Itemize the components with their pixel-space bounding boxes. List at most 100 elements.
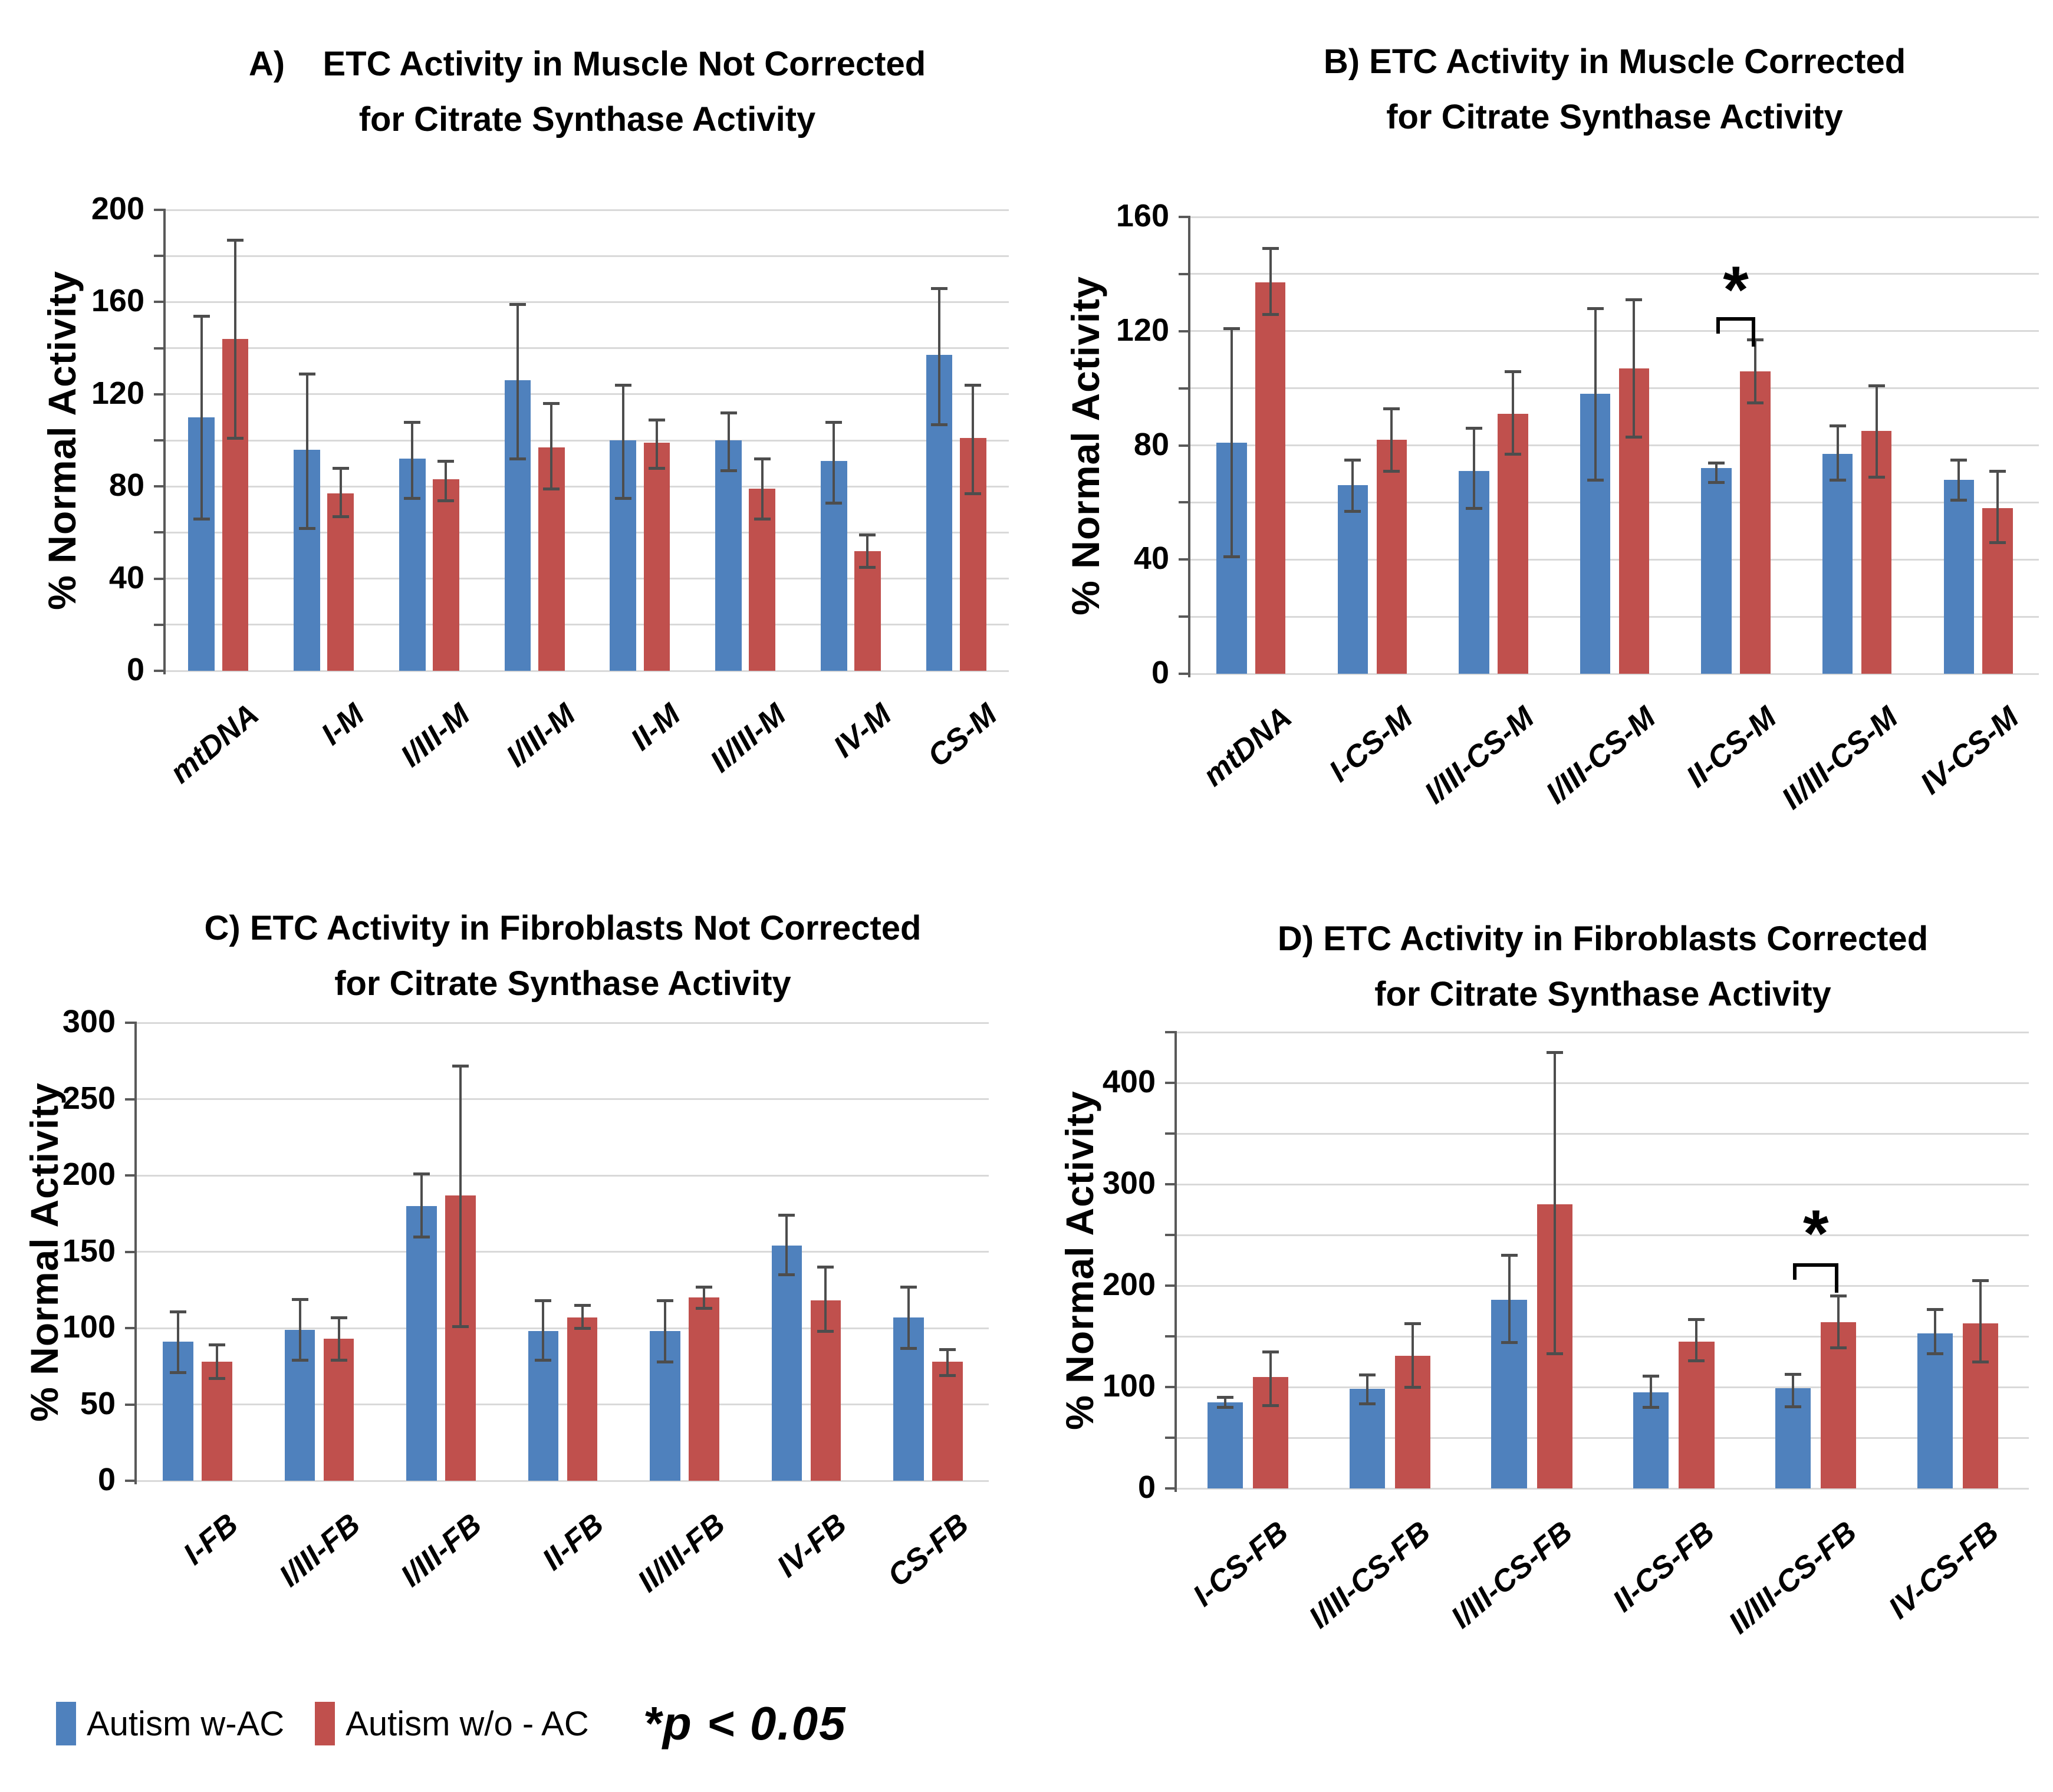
- bar-II-CS-M-autism-wo-ac: [1740, 371, 1771, 674]
- error-bar: [1230, 328, 1233, 557]
- error-bar-cap: [1927, 1352, 1944, 1356]
- error-bar-cap: [226, 238, 244, 242]
- error-bar: [1695, 1319, 1698, 1361]
- y-tick-label: 0: [126, 652, 144, 687]
- gridline: [1190, 444, 2039, 446]
- gridline: [166, 347, 1009, 350]
- error-bar-cap: [535, 1299, 552, 1303]
- y-axis-line: [1174, 1031, 1177, 1492]
- error-bar: [866, 535, 869, 568]
- error-bar: [785, 1215, 788, 1275]
- error-bar-cap: [754, 457, 771, 461]
- y-tick-label: 40: [1133, 541, 1169, 577]
- gridline: [1177, 1234, 2029, 1236]
- error-bar: [1411, 1323, 1414, 1387]
- error-bar-cap: [1223, 327, 1240, 330]
- error-bar-cap: [1868, 475, 1885, 479]
- y-axis-tick: [154, 531, 166, 534]
- error-bar-cap: [413, 1172, 430, 1176]
- error-bar: [298, 1299, 301, 1361]
- error-bar: [946, 1349, 949, 1376]
- y-tick-label: 80: [1133, 426, 1169, 462]
- gridline: [137, 1098, 989, 1100]
- error-bar: [516, 304, 519, 459]
- y-axis-tick: [1179, 444, 1190, 447]
- y-tick-label: 150: [62, 1233, 116, 1269]
- error-bar: [337, 1317, 340, 1361]
- bar-I-CS-M-autism-w-ac: [1337, 485, 1368, 674]
- y-tick-label: 120: [1116, 312, 1169, 348]
- error-bar: [702, 1287, 705, 1309]
- error-bar-cap: [1626, 298, 1643, 302]
- legend-swatch-autism-wo-ac: [315, 1702, 335, 1745]
- error-bar-cap: [1262, 312, 1279, 316]
- bar-I/III-CS-FB-autism-w-ac: [1349, 1389, 1385, 1488]
- y-tick-label: 120: [91, 375, 144, 411]
- bar-I-CS-M-autism-wo-ac: [1376, 439, 1407, 674]
- y-tick-label: 160: [91, 283, 144, 319]
- error-bar: [1511, 371, 1514, 454]
- y-tick-label: 40: [108, 559, 144, 595]
- error-bar: [177, 1311, 180, 1373]
- error-bar: [761, 459, 764, 519]
- gridline: [1177, 1031, 2029, 1033]
- error-bar-cap: [1223, 555, 1240, 559]
- gridline: [1177, 1132, 2029, 1135]
- error-bar-cap: [900, 1346, 917, 1350]
- gridline: [1177, 1082, 2029, 1084]
- error-bar: [445, 461, 448, 500]
- y-axis-tick: [1165, 1082, 1177, 1084]
- error-bar-cap: [965, 384, 982, 387]
- error-bar-cap: [859, 566, 876, 569]
- y-axis-tick: [125, 1022, 137, 1024]
- significance-bracket-left-tick: [1793, 1263, 1797, 1280]
- bar-I-FB-autism-wo-ac: [202, 1361, 233, 1481]
- error-bar: [938, 288, 941, 424]
- error-bar-cap: [1501, 1341, 1518, 1345]
- error-bar-cap: [291, 1359, 308, 1362]
- y-tick-label: 50: [80, 1385, 116, 1421]
- gridline: [137, 1327, 989, 1329]
- error-bar-cap: [209, 1343, 226, 1347]
- panel-d-title-line1: D) ETC Activity in Fibroblasts Corrected: [1277, 920, 1929, 958]
- gridline: [137, 1480, 989, 1482]
- error-bar-cap: [1587, 307, 1604, 310]
- error-bar-cap: [1989, 470, 2006, 473]
- error-bar: [1979, 1280, 1982, 1362]
- error-bar: [824, 1267, 827, 1332]
- y-axis-tick: [154, 623, 166, 626]
- y-axis-line: [134, 1022, 137, 1484]
- error-bar-cap: [1383, 407, 1400, 410]
- gridline: [1190, 558, 2039, 561]
- y-axis-tick: [125, 1480, 137, 1482]
- error-bar: [200, 315, 203, 519]
- error-bar-cap: [170, 1371, 187, 1375]
- panel-a: A) ETC Activity in Muscle Not Corrected f…: [0, 0, 1026, 896]
- bar-II/III-FB-autism-wo-ac: [689, 1297, 719, 1481]
- error-bar-cap: [226, 437, 244, 440]
- y-axis-tick: [154, 301, 166, 304]
- panel-b-title: B) ETC Activity in Muscle Corrected for C…: [1190, 34, 2039, 145]
- error-bar-cap: [900, 1286, 917, 1289]
- gridline: [166, 531, 1009, 533]
- error-bar-cap: [170, 1310, 187, 1313]
- gridline: [166, 670, 1009, 672]
- y-axis-tick: [154, 347, 166, 350]
- error-bar-cap: [298, 372, 315, 375]
- gridline: [166, 209, 1009, 211]
- error-bar-cap: [209, 1377, 226, 1381]
- significance-note: *p < 0.05: [643, 1697, 847, 1750]
- y-axis-tick: [1165, 1031, 1177, 1033]
- error-bar-cap: [437, 460, 455, 463]
- gridline: [1190, 673, 2039, 675]
- gridline: [137, 1251, 989, 1253]
- panel-c: C) ETC Activity in Fibroblasts Not Corre…: [0, 896, 1026, 1674]
- y-axis-tick: [1165, 1437, 1177, 1439]
- error-bar-cap: [1383, 470, 1400, 473]
- error-bar: [339, 467, 342, 517]
- y-axis-line: [1188, 216, 1190, 677]
- gridline: [1190, 330, 2039, 332]
- error-bar: [411, 421, 414, 498]
- y-axis-tick: [125, 1403, 137, 1406]
